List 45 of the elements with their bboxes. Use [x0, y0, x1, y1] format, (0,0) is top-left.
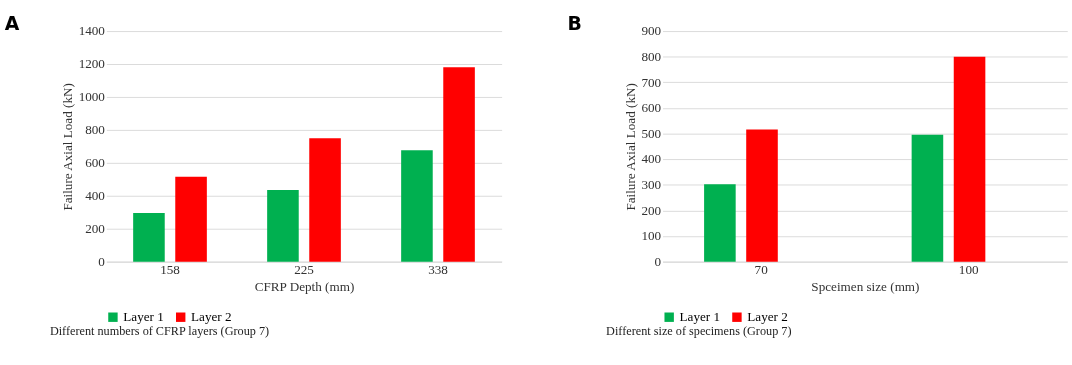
bar	[267, 190, 299, 262]
y-tick-label: 400	[641, 151, 662, 167]
x-tick-label: 338	[428, 262, 449, 278]
y-tick-label: 300	[641, 177, 662, 193]
bar	[401, 150, 433, 262]
legend-label: Layer 2	[747, 308, 788, 324]
y-tick-label: 1200	[78, 56, 106, 72]
legend-label: Layer 2	[191, 308, 232, 324]
y-tick-label: 200	[641, 202, 662, 218]
legend-label: Layer 1	[123, 308, 164, 324]
bar	[443, 67, 475, 262]
y-tick-label: 700	[641, 74, 662, 90]
x-axis-title: Spceimen size (mm)	[811, 279, 920, 295]
bar	[953, 56, 986, 262]
bar	[309, 138, 341, 262]
y-tick-label: 200	[85, 220, 106, 236]
x-tick-label: 158	[160, 262, 181, 278]
y-tick-label: 600	[85, 155, 106, 171]
y-axis-title: Failure Axial Load (kN)	[60, 83, 75, 211]
x-tick-label: 225	[294, 262, 315, 278]
x-tick-label: 70	[754, 262, 769, 278]
x-axis-title: CFRP Depth (mm)	[254, 279, 355, 295]
chart-title: A	[4, 13, 20, 35]
bar	[133, 213, 165, 262]
y-tick-label: 1000	[78, 89, 106, 105]
legend-label: Layer 1	[679, 308, 721, 324]
y-tick-label: 100	[641, 228, 662, 244]
y-tick-label: 600	[641, 100, 662, 116]
chart-title: B	[567, 13, 582, 35]
bar	[746, 129, 778, 262]
text: Different size of specimens (Group 7)	[606, 324, 792, 339]
y-tick-label: 0	[654, 253, 662, 269]
y-axis-title: Failure Axial Load (kN)	[622, 83, 638, 211]
x-tick-label: 100	[958, 262, 979, 278]
y-tick-label: 400	[85, 188, 106, 204]
y-tick-label: 500	[641, 125, 662, 141]
text: Different numbers of CFRP layers (Group 7)	[49, 324, 270, 339]
bar	[911, 134, 944, 262]
y-tick-label: 800	[641, 48, 662, 64]
y-tick-label: 800	[85, 122, 106, 138]
bar	[704, 184, 736, 262]
y-tick-label: 1400	[78, 23, 106, 39]
bar	[175, 176, 207, 262]
y-tick-label: 900	[641, 23, 662, 39]
y-tick-label: 0	[98, 253, 106, 269]
